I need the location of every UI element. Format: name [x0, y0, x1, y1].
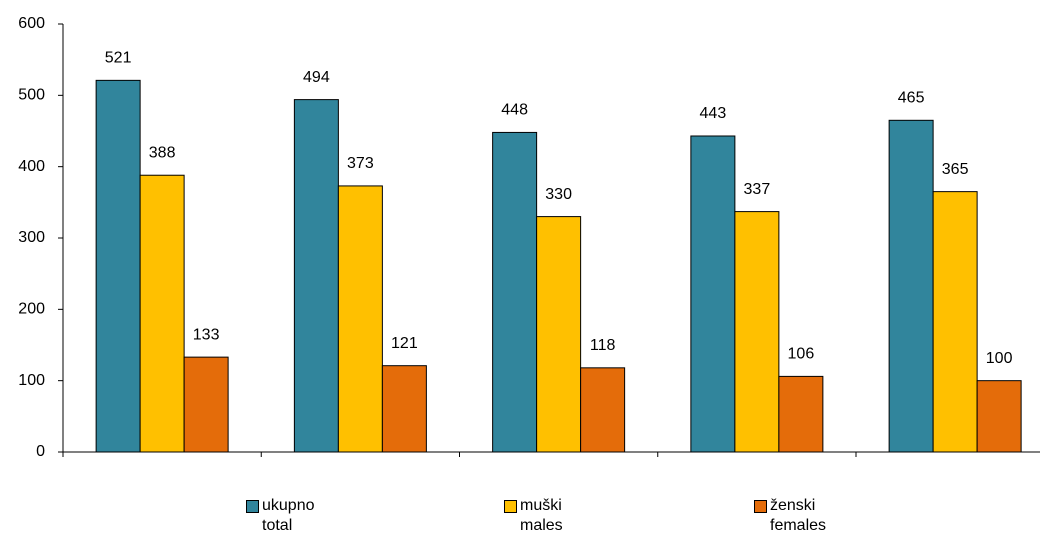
legend-item: muški males [504, 496, 563, 536]
bar [381, 365, 427, 453]
y-tick-label: 500 [18, 87, 45, 104]
value-label: 118 [590, 337, 616, 354]
bar [293, 99, 339, 453]
y-tick-label: 200 [18, 301, 45, 318]
value-label: 365 [942, 161, 969, 178]
chart: 0 100 200 300 400 500 600 2017 521 388 133 2018 494 3… [18, 15, 1040, 486]
bar [932, 191, 978, 453]
legend-label: ukupno total [262, 497, 315, 534]
y-tick-label: 600 [18, 15, 45, 32]
bar [337, 185, 383, 453]
legend-item: ukupno total [246, 496, 315, 536]
bar [778, 375, 824, 453]
bar [690, 135, 736, 453]
bar [888, 119, 934, 453]
legend-label: ženski females [770, 497, 827, 534]
value-label: 121 [391, 335, 418, 352]
value-label: 448 [501, 102, 528, 119]
y-tick-label: 400 [18, 158, 45, 175]
bar [183, 356, 229, 453]
bar [536, 216, 582, 453]
legend-swatch [504, 500, 517, 513]
y-tick-label: 100 [18, 372, 45, 389]
value-label: 330 [545, 186, 572, 203]
value-label: 100 [986, 350, 1013, 367]
value-label: 521 [105, 50, 132, 67]
x-tick-label: 2017 [144, 469, 180, 470]
value-label: 373 [347, 155, 374, 172]
x-tick-label: 2021 [937, 469, 973, 470]
legend-label: muški males [520, 497, 563, 534]
bar [734, 211, 780, 453]
value-label: 133 [193, 326, 220, 343]
value-label: 494 [303, 69, 330, 86]
x-tick-label: 2019 [541, 469, 577, 470]
legend-item: ženski females [754, 496, 826, 536]
bar [139, 174, 185, 453]
value-label: 465 [898, 90, 925, 107]
value-label: 443 [700, 105, 727, 122]
legend-swatch [246, 500, 259, 513]
x-tick-label: 2020 [739, 469, 775, 470]
y-tick-label: 300 [18, 229, 45, 246]
value-label: 388 [149, 144, 176, 161]
bar [95, 79, 141, 453]
bar [976, 380, 1022, 453]
x-tick-label: 2018 [343, 469, 379, 470]
y-tick-label: 0 [36, 443, 45, 460]
value-label: 106 [788, 346, 815, 363]
bar [492, 131, 538, 453]
bar [580, 367, 626, 453]
legend-swatch [754, 500, 767, 513]
value-label: 337 [744, 181, 771, 198]
